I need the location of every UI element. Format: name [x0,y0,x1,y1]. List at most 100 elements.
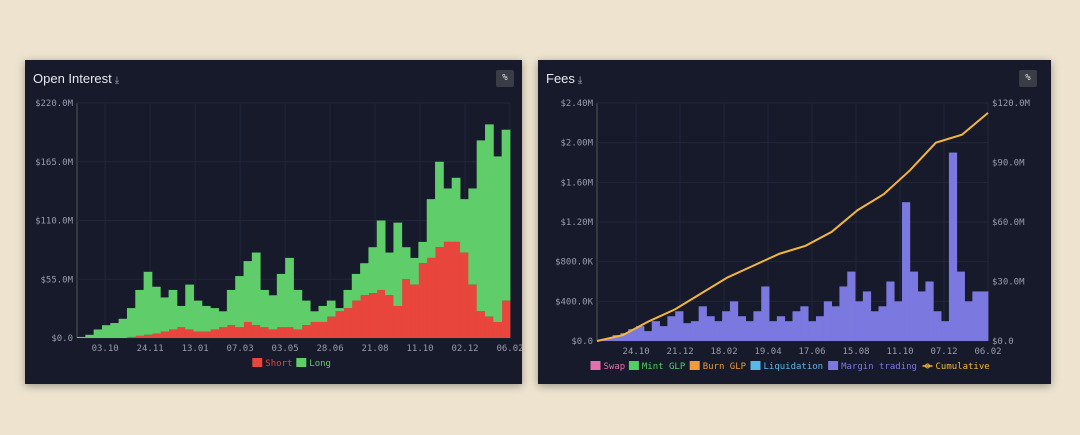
bar-short [326,316,336,338]
legend-item-burn-glp: Burn GLP [703,362,747,372]
legend-item-liquidation: Liquidation [764,362,824,372]
legend-swatch [750,361,761,370]
x-tick-label: 21.12 [667,347,694,357]
percent-toggle-button[interactable]: % [1019,70,1037,87]
legend-swatch [628,361,639,370]
bar-margin-trading [808,321,817,341]
chart-title: Fees ⤓ [546,71,583,86]
bar-margin-trading [886,281,895,341]
bar-margin-trading [612,335,621,341]
legend-item-margin-trading: Margin trading [841,362,917,372]
download-icon[interactable]: ⤓ [577,75,583,86]
x-tick-label: 28.06 [317,344,344,354]
x-tick-label: 15.08 [842,347,869,357]
bar-long [335,308,344,312]
y-tick-label: $165.0M [35,158,74,168]
bar-margin-trading [800,306,809,341]
bar-margin-trading [659,326,668,341]
bar-margin-trading [878,306,887,341]
bar-long [485,124,494,317]
bar-margin-trading [948,152,958,341]
percent-toggle-button[interactable]: % [496,70,514,87]
bar-long [176,305,186,328]
bar-long [385,252,394,296]
legend-item-mint-glp: Mint GLP [642,362,686,372]
bar-long [343,289,353,309]
bar-long [85,334,95,338]
y2-tick-label: $0.0 [992,337,1014,347]
fees-panel: Fees ⤓ % $0.0 $400.0K $800.0K $1.20M $1.60M $2… [538,60,1051,384]
bar-long [451,177,461,242]
y2-tick-label: $90.0M [992,159,1025,169]
bar-margin-trading [933,311,942,341]
bar-long [318,305,328,322]
legend-swatch [296,358,307,367]
bar-short [210,329,219,338]
bar-margin-trading [870,311,879,341]
y-tick-label: $2.00M [560,139,593,149]
bar-long [160,297,169,332]
bar-margin-trading [839,286,848,341]
bar-long [101,325,111,338]
bar-margin-trading [972,291,981,341]
bar-margin-trading [847,271,856,341]
bar-margin-trading [729,301,739,341]
bar-long [326,300,336,317]
bar-short [185,329,194,338]
bar-short [443,241,453,338]
bar-margin-trading [776,316,786,341]
bar-long [393,222,403,306]
bar-long [260,289,269,328]
bar-short [351,300,361,338]
bar-margin-trading [980,291,989,341]
bar-margin-trading [753,311,762,341]
y-tick-label: $220.0M [35,99,74,109]
bar-long [285,257,294,328]
bar-margin-trading [769,321,778,341]
bar-short [226,325,236,338]
bar-short [135,335,145,338]
bar-short [160,331,169,338]
bar-short [301,325,311,338]
bar-margin-trading [792,311,801,341]
x-tick-label: 07.03 [227,344,254,354]
bar-long [110,323,120,338]
y-tick-label: $0.0 [51,334,73,344]
y-tick-label: $55.0M [40,275,73,285]
bar-long [193,300,203,332]
bar-long [126,308,136,337]
bar-margin-trading [941,321,950,341]
bar-long [151,286,161,334]
download-icon[interactable]: ⤓ [114,75,120,86]
bar-margin-trading [636,326,645,341]
bar-long [435,161,444,248]
bar-short [193,331,203,338]
bar-short [343,308,353,338]
bar-long [118,318,128,338]
y-tick-label: $110.0M [35,217,74,227]
legend-item-swap: Swap [604,362,626,372]
bar-short [418,263,428,338]
legend-item-cumulative: Cumulative [936,362,990,372]
bar-margin-trading [956,271,965,341]
bar-margin-trading [714,321,723,341]
bar-short [476,311,486,338]
x-tick-label: 18.02 [711,347,738,357]
bar-margin-trading [706,316,715,341]
bar-long [360,263,369,296]
bar-margin-trading [683,323,692,341]
y2-tick-label: $60.0M [992,218,1025,228]
bar-margin-trading [964,301,973,341]
bar-long [426,199,436,258]
bar-long [418,241,428,264]
bar-short [285,327,294,338]
bar-long [201,305,211,332]
bar-long [476,140,486,312]
open-interest-panel: Open Interest ⤓ % $0.0 $55.0M $110.0M $165.0… [25,60,522,384]
bar-short [360,295,369,338]
bar-short [310,321,319,338]
bar-long [135,289,145,336]
bar-short [276,327,286,338]
legend-marker-icon [925,363,930,369]
bar-long [401,247,411,280]
